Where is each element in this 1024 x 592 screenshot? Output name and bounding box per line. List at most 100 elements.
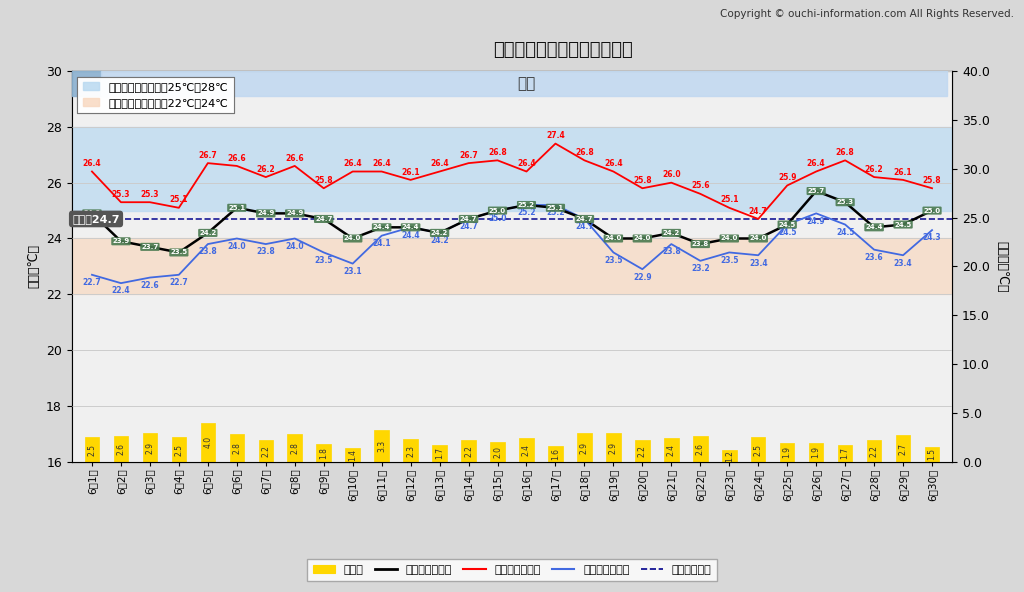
Text: 2.0: 2.0 (493, 446, 502, 458)
Text: 25.1: 25.1 (720, 195, 738, 204)
Text: 25.7: 25.7 (808, 188, 824, 194)
Text: 居住空間の平均温度と温度差: 居住空間の平均温度と温度差 (494, 41, 633, 59)
Text: 24.4: 24.4 (401, 224, 420, 230)
Bar (490, 442, 505, 462)
Text: 2.9: 2.9 (145, 442, 155, 453)
Text: 26.8: 26.8 (836, 148, 854, 157)
Text: 25.2: 25.2 (518, 202, 535, 208)
Text: 23.2: 23.2 (691, 264, 710, 273)
Text: 2.2: 2.2 (464, 445, 473, 457)
Text: 2.3: 2.3 (407, 445, 415, 456)
Text: 24.2: 24.2 (430, 236, 449, 245)
Text: 26.4: 26.4 (343, 159, 362, 168)
Bar (606, 433, 621, 462)
Text: 24.7: 24.7 (575, 216, 593, 222)
Bar (201, 423, 215, 462)
Text: 2.4: 2.4 (522, 444, 531, 456)
Text: 24.1: 24.1 (373, 239, 391, 248)
Text: 27.4: 27.4 (546, 131, 565, 140)
Text: 1.9: 1.9 (812, 446, 820, 458)
Bar (867, 440, 882, 462)
Y-axis label: 温度［℃］: 温度［℃］ (28, 244, 41, 288)
Text: 26.7: 26.7 (459, 151, 478, 160)
Text: 23.7: 23.7 (141, 244, 159, 250)
Text: 24.7: 24.7 (315, 216, 333, 222)
Text: 1.5: 1.5 (928, 448, 937, 461)
Text: 23.4: 23.4 (894, 259, 912, 268)
Text: 1.2: 1.2 (725, 450, 734, 462)
Text: 2.7: 2.7 (899, 443, 907, 455)
Text: 24.5: 24.5 (778, 221, 796, 227)
Text: 26.4: 26.4 (517, 159, 536, 168)
Text: 2.2: 2.2 (638, 445, 647, 457)
Text: 22.7: 22.7 (170, 278, 188, 287)
Text: 23.8: 23.8 (691, 241, 709, 247)
Text: 26.2: 26.2 (865, 165, 884, 173)
Text: 25.8: 25.8 (633, 176, 651, 185)
Text: 2.5: 2.5 (87, 443, 96, 456)
Text: 23.5: 23.5 (720, 256, 738, 265)
Legend: 夏場の目標温度域：25℃～28℃, 冬場の目標温度域：22℃～24℃: 夏場の目標温度域：25℃～28℃, 冬場の目標温度域：22℃～24℃ (77, 76, 233, 113)
Bar (85, 437, 99, 462)
Text: 24.9: 24.9 (286, 210, 303, 216)
Text: 1.9: 1.9 (782, 446, 792, 458)
Text: 2.5: 2.5 (174, 443, 183, 456)
Text: 26.0: 26.0 (662, 170, 681, 179)
Text: 1.4: 1.4 (348, 449, 357, 461)
Text: 24.5: 24.5 (894, 221, 911, 227)
Text: 24.0: 24.0 (605, 236, 622, 242)
Text: 26.4: 26.4 (807, 159, 825, 168)
Text: 2.2: 2.2 (869, 445, 879, 457)
Text: 24.9: 24.9 (83, 210, 100, 216)
Text: 24.5: 24.5 (836, 228, 854, 237)
Text: 25.2: 25.2 (546, 208, 564, 217)
Text: 26.8: 26.8 (488, 148, 507, 157)
Bar (519, 438, 534, 462)
Text: 24.4: 24.4 (865, 224, 883, 230)
Text: 平均：24.7: 平均：24.7 (73, 214, 120, 224)
Bar (722, 450, 736, 462)
Bar (172, 437, 186, 462)
Text: 25.3: 25.3 (112, 190, 130, 199)
Text: 25.1: 25.1 (170, 195, 188, 204)
Text: 24.5: 24.5 (778, 228, 797, 237)
Text: 1.7: 1.7 (841, 448, 850, 459)
Text: 2.8: 2.8 (232, 442, 242, 454)
Text: 23.5: 23.5 (170, 249, 187, 255)
Text: 22.4: 22.4 (112, 287, 130, 295)
Text: 25.3: 25.3 (837, 200, 854, 205)
Text: 24.0: 24.0 (750, 236, 767, 242)
Bar (578, 433, 592, 462)
Text: 2.6: 2.6 (695, 443, 705, 455)
Text: 24.0: 24.0 (634, 236, 651, 242)
Text: 25.0: 25.0 (488, 208, 506, 214)
Bar (896, 435, 910, 462)
Text: 25.8: 25.8 (314, 176, 333, 185)
Text: 25.1: 25.1 (228, 205, 246, 211)
Text: 25.0: 25.0 (924, 208, 941, 214)
Bar (838, 445, 852, 462)
Text: 26.1: 26.1 (401, 168, 420, 176)
Text: 24.2: 24.2 (200, 230, 216, 236)
Text: 26.1: 26.1 (894, 168, 912, 176)
Text: 26.7: 26.7 (199, 151, 217, 160)
Text: 26.6: 26.6 (286, 153, 304, 163)
Bar (693, 436, 708, 462)
Bar (403, 439, 418, 462)
Text: 26.2: 26.2 (256, 165, 275, 173)
Text: 2.5: 2.5 (754, 443, 763, 456)
Text: 2.2: 2.2 (261, 445, 270, 457)
Text: 24.9: 24.9 (807, 217, 825, 226)
Text: 23.6: 23.6 (865, 253, 884, 262)
Text: 23.1: 23.1 (343, 267, 362, 276)
Text: 22.9: 22.9 (633, 272, 651, 282)
Bar (114, 436, 128, 462)
Text: 24.4: 24.4 (373, 224, 390, 230)
Text: 23.8: 23.8 (256, 247, 275, 256)
Bar (635, 440, 649, 462)
Bar (345, 448, 359, 462)
Text: 2.9: 2.9 (609, 442, 617, 453)
Text: 24.2: 24.2 (431, 230, 449, 236)
Bar (100, 71, 946, 96)
Text: 25.6: 25.6 (691, 182, 710, 191)
